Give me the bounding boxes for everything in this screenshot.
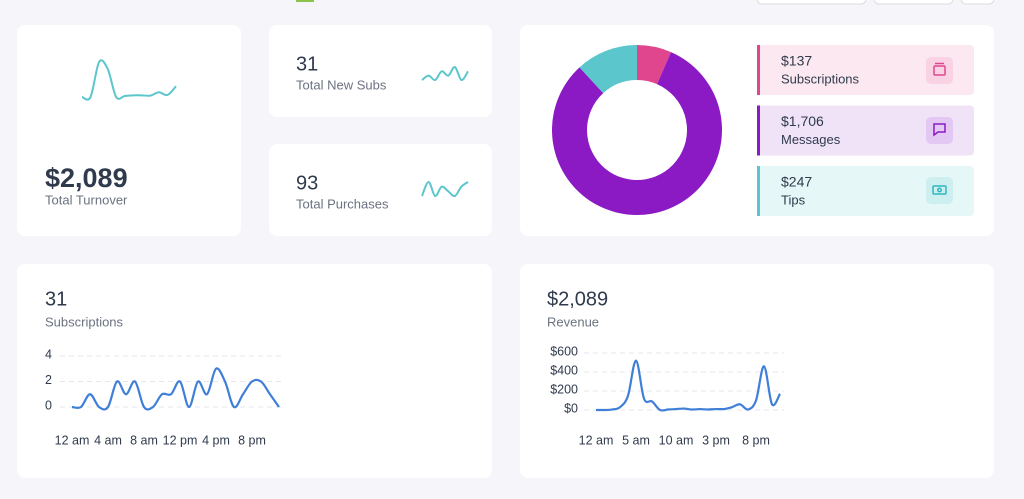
chart-label: Subscriptions (45, 314, 124, 329)
x-tick-label: 10 am (659, 433, 694, 447)
stat-value: $2,089 (45, 163, 128, 193)
legend-value: $247 (781, 174, 812, 190)
sparkline (421, 180, 469, 198)
line (71, 367, 280, 411)
y-tick-label: $0 (564, 401, 578, 415)
top-button[interactable] (960, 0, 995, 5)
y-tick-label: 4 (45, 347, 52, 361)
donut-segment (552, 52, 723, 216)
chart-value: 31 (45, 288, 67, 310)
legend-label: Tips (781, 192, 806, 207)
legend-value: $137 (781, 53, 812, 69)
legend-value: $1,706 (781, 113, 824, 129)
chart-value: $2,089 (547, 288, 608, 310)
legend-icons (926, 57, 953, 204)
x-tick-label: 12 pm (163, 433, 198, 447)
stat-label: Total New Subs (296, 77, 387, 92)
stat-label: Total Turnover (45, 192, 128, 207)
x-tick-label: 5 am (622, 433, 650, 447)
x-tick-label: 3 pm (702, 433, 730, 447)
x-tick-label: 8 pm (238, 433, 266, 447)
top-button[interactable] (873, 0, 954, 5)
stat-value: 93 (296, 172, 318, 194)
line (595, 359, 781, 412)
legend-bar (757, 45, 760, 95)
legend-item (757, 166, 974, 216)
y-tick-label: $200 (550, 382, 578, 396)
x-tick-label: 12 am (55, 433, 90, 447)
x-tick-label: 8 pm (742, 433, 770, 447)
donut-segment (579, 45, 637, 94)
card (269, 144, 492, 236)
legend-label: Subscriptions (781, 71, 860, 86)
y-tick-label: 0 (45, 398, 52, 412)
x-tick-label: 12 am (579, 433, 614, 447)
legend-label: Messages (781, 132, 841, 147)
stat-value: 31 (296, 53, 318, 75)
x-tick-label: 8 am (130, 433, 158, 447)
x-tick-label: 4 pm (202, 433, 230, 447)
x-tick-label: 4 am (94, 433, 122, 447)
card (520, 264, 994, 478)
legend-item (757, 45, 974, 95)
sparkline (421, 66, 469, 82)
card (269, 25, 492, 117)
chart-label: Revenue (547, 314, 599, 329)
card (17, 264, 492, 478)
legend-bar (757, 105, 760, 156)
top-icon (296, 0, 314, 2)
y-tick-label: $600 (550, 344, 578, 358)
stat-label: Total Purchases (296, 196, 389, 211)
top-button[interactable] (756, 0, 867, 5)
y-tick-label: 2 (45, 373, 52, 387)
legend-item (757, 105, 974, 156)
sparkline (81, 59, 177, 101)
legend-bar (757, 166, 760, 216)
card (17, 25, 241, 236)
y-tick-label: $400 (550, 363, 578, 377)
donut-segment (637, 45, 672, 85)
